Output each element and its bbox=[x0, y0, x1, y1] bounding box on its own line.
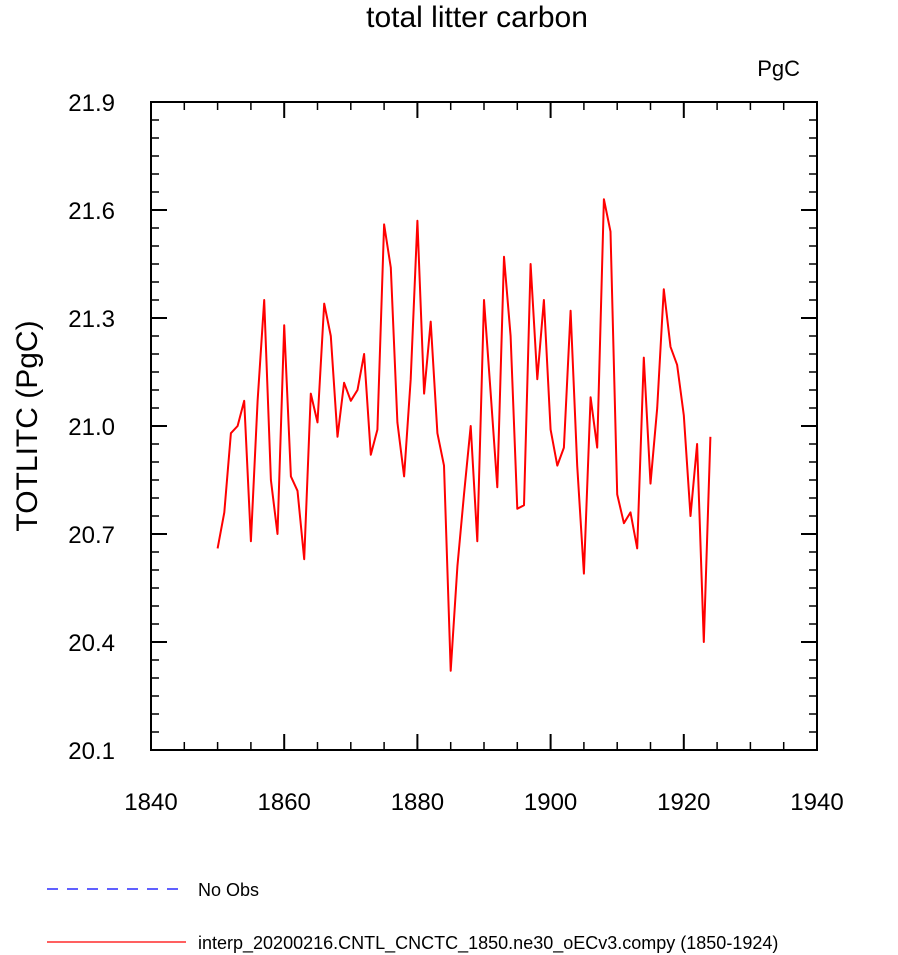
series-line-1 bbox=[216, 198, 712, 672]
y-tick-label: 21.9 bbox=[68, 90, 115, 117]
legend-label-model: interp_20200216.CNTL_CNCTC_1850.ne30_oEC… bbox=[198, 933, 778, 954]
x-tick-labels: 1840 1860 1880 1900 1920 1940 bbox=[124, 789, 843, 816]
y-tick-label: 21.3 bbox=[68, 306, 115, 333]
x-tick-label: 1860 bbox=[258, 789, 311, 816]
x-tick-label: 1940 bbox=[790, 789, 843, 816]
series-lines bbox=[216, 198, 712, 672]
axis-ticks bbox=[150, 101, 818, 751]
plot-frame bbox=[150, 101, 818, 751]
y-tick-label: 20.7 bbox=[68, 522, 115, 549]
y-tick-label: 21.6 bbox=[68, 198, 115, 225]
y-tick-labels: 20.1 20.4 20.7 21.0 21.3 21.6 21.9 bbox=[68, 90, 115, 765]
units-label: PgC bbox=[757, 56, 800, 81]
x-tick-label: 1920 bbox=[657, 789, 710, 816]
x-tick-label: 1840 bbox=[124, 789, 177, 816]
y-axis-label: TOTLITC (PgC) bbox=[11, 320, 44, 531]
legend: No Obs interp_20200216.CNTL_CNCTC_1850.n… bbox=[47, 880, 778, 954]
x-tick-label: 1900 bbox=[524, 789, 577, 816]
x-tick-label: 1880 bbox=[391, 789, 444, 816]
chart-title: total litter carbon bbox=[366, 1, 588, 34]
legend-label-no-obs: No Obs bbox=[198, 880, 259, 900]
y-tick-label: 20.4 bbox=[68, 630, 115, 657]
y-tick-label: 21.0 bbox=[68, 414, 115, 441]
y-tick-label: 20.1 bbox=[68, 738, 115, 765]
